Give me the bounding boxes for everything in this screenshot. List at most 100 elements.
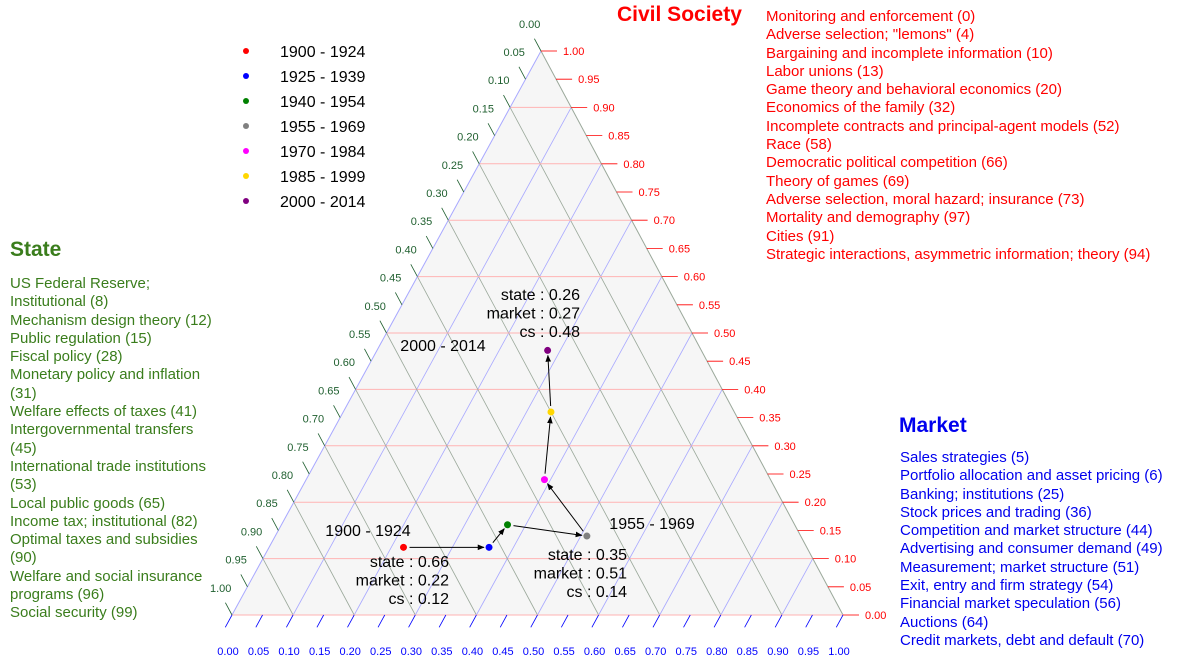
cs-tick-label: 0.20: [805, 497, 826, 509]
cs-tick-label: 0.10: [835, 554, 856, 566]
cs-tick-label: 0.15: [820, 525, 841, 537]
cs-tick-label: 0.40: [744, 384, 765, 396]
topic-item: Auctions (64): [900, 613, 989, 631]
state-tick: [518, 66, 526, 80]
legend-label: 1985 - 1999: [280, 169, 366, 186]
state-tick: [225, 602, 233, 616]
legend-marker: [243, 148, 249, 154]
data-point: [547, 408, 555, 416]
market-tick: [408, 614, 416, 628]
state-tick-label: 0.25: [442, 160, 463, 172]
market-tick-label: 0.15: [309, 646, 330, 658]
cs-tick-label: 0.90: [593, 102, 614, 114]
civil-society-topic-list: Monitoring and enforcement (0) Adverse se…: [766, 8, 1150, 264]
topic-item: Income tax; institutional (82): [10, 512, 198, 530]
state-tick: [364, 348, 372, 362]
annotation-value: cs : 0.12: [389, 591, 450, 608]
state-tick: [487, 123, 496, 136]
state-tick-label: 1.00: [210, 583, 231, 595]
data-point: [400, 543, 407, 551]
state-grid-line: [262, 558, 294, 616]
state-tick-label: 0.80: [272, 470, 293, 482]
state-tick-label: 0.05: [504, 47, 525, 59]
market-tick-label: 0.90: [767, 646, 788, 658]
topic-item: Fiscal policy (28): [10, 348, 123, 366]
topic-item: Advertising and consumer demand (49): [900, 540, 1163, 558]
legend-marker: [243, 73, 249, 79]
state-tick: [379, 320, 387, 334]
market-tick: [683, 614, 691, 628]
topic-item: Race (58): [766, 136, 832, 154]
market-tick: [591, 614, 599, 628]
state-tick: [333, 405, 341, 418]
market-tick-label: 0.60: [584, 646, 605, 658]
state-tick-label: 0.75: [287, 442, 308, 454]
market-tick-label: 0.25: [370, 646, 391, 658]
state-tick: [410, 264, 418, 277]
annotation-value: state : 0.35: [548, 547, 627, 564]
market-tick: [622, 614, 630, 628]
legend-marker: [243, 123, 249, 129]
state-tick-label: 0.65: [318, 385, 339, 397]
state-tick: [255, 546, 264, 559]
market-grid-line: [537, 332, 693, 616]
annotation-value: market : 0.27: [487, 306, 580, 323]
cs-tick-label: 1.00: [563, 46, 584, 58]
legend-marker: [243, 98, 249, 104]
state-tick: [302, 461, 310, 475]
data-point: [544, 346, 552, 354]
state-tick: [425, 235, 434, 249]
state-grid-line: [355, 389, 477, 616]
legend-marker: [243, 198, 249, 204]
cs-tick-label: 0.30: [774, 441, 795, 453]
market-grid-line: [720, 502, 783, 616]
state-tick-label: 0.90: [241, 526, 262, 538]
cs-tick-label: 0.50: [714, 328, 735, 340]
market-tick: [835, 614, 844, 628]
state-tick-label: 0.60: [334, 357, 355, 369]
state-grid-line: [293, 502, 355, 616]
state-tick-label: 0.55: [349, 329, 370, 341]
state-tick: [534, 38, 542, 52]
state-topic-list: US Federal Reserve; Institutional (8) Mec…: [10, 275, 222, 623]
annotation-label: 2000 - 2014: [400, 338, 486, 355]
cs-tick-label: 0.00: [865, 610, 886, 622]
market-tick-label: 0.05: [248, 646, 269, 658]
annotation-label: 1955 - 1969: [609, 516, 695, 533]
market-title: Market: [899, 414, 967, 437]
market-tick-label: 0.20: [339, 646, 360, 658]
market-grid-line: [781, 558, 814, 616]
state-tick-label: 0.30: [426, 188, 447, 200]
topic-item: Credit markets, debt and default (70): [900, 631, 1145, 649]
topic-item: Theory of games (69): [766, 172, 910, 190]
market-tick: [530, 614, 538, 628]
topic-item: Adverse selection, moral hazard; insuran…: [766, 190, 1085, 208]
market-tick-label: 0.10: [278, 646, 299, 658]
state-tick-label: 0.45: [380, 273, 401, 285]
state-tick-label: 0.85: [256, 498, 277, 510]
topic-item: Welfare effects of taxes (41): [10, 403, 198, 421]
state-tick-label: 0.35: [411, 216, 432, 228]
state-tick-label: 0.00: [519, 19, 540, 31]
state-grid-line: [509, 107, 783, 616]
state-tick: [317, 433, 326, 446]
market-tick-label: 0.80: [706, 646, 727, 658]
state-tick: [286, 489, 295, 503]
market-tick-label: 0.30: [401, 646, 422, 658]
topic-item: Mortality and demography (97): [766, 209, 971, 227]
market-tick: [744, 614, 752, 628]
topic-item: Strategic interactions, asymmetric infor…: [766, 245, 1151, 263]
market-grid-line: [659, 445, 753, 616]
topic-item: Monitoring and enforcement (0): [766, 8, 976, 25]
topic-item: Social security (99): [10, 604, 138, 622]
trajectory-arrow: [513, 525, 583, 538]
state-tick-label: 0.40: [395, 244, 416, 256]
market-tick-label: 0.95: [798, 646, 819, 658]
legend-label: 1940 - 1954: [280, 94, 366, 111]
trajectory-arrow: [544, 416, 553, 474]
data-point: [504, 521, 512, 529]
market-tick-label: 0.40: [462, 646, 483, 658]
topic-item: Incomplete contracts and principal-agent…: [766, 117, 1120, 135]
